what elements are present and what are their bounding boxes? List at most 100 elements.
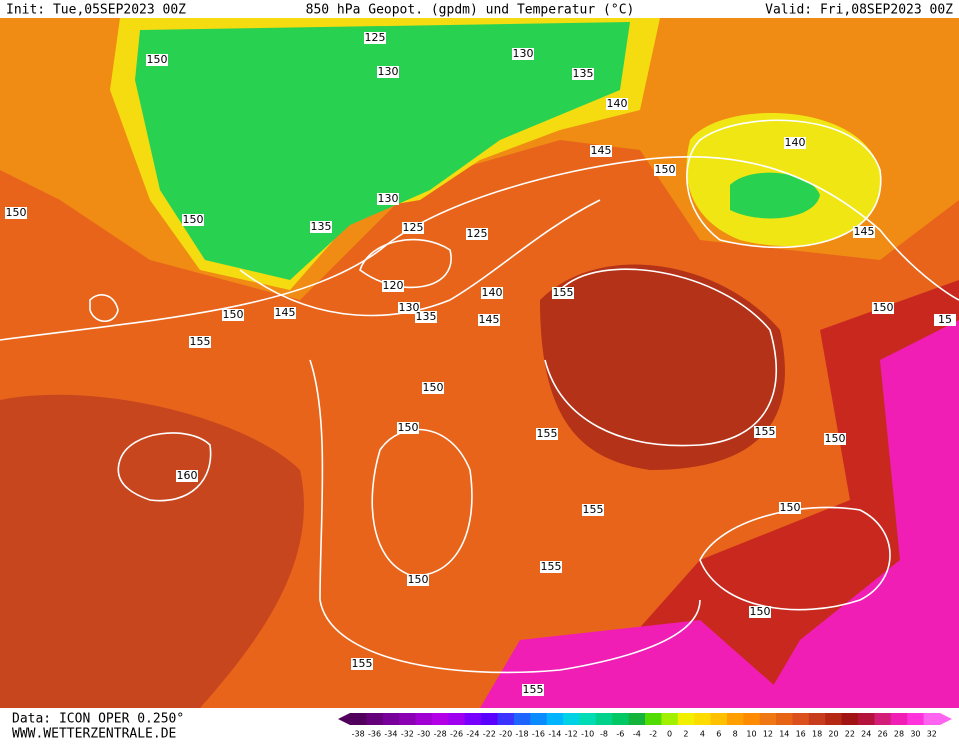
contour-label-box xyxy=(754,426,776,438)
colorbar-swatch xyxy=(726,713,744,725)
colorbar-label: -32 xyxy=(401,730,414,739)
colorbar-label: -18 xyxy=(516,730,529,739)
colorbar-swatch xyxy=(415,713,433,725)
colorbar-swatch xyxy=(497,713,515,725)
colorbar-swatch xyxy=(513,713,531,725)
contour-label-box xyxy=(5,207,27,219)
colorbar-arrow-right xyxy=(940,713,952,725)
contour-label-box xyxy=(522,684,544,696)
contour-label-box xyxy=(784,137,806,149)
contour-label: 155 xyxy=(553,286,574,299)
colorbar-swatch xyxy=(858,713,875,725)
contour-label-box xyxy=(351,658,373,670)
colorbar-label: -38 xyxy=(352,730,365,739)
colorbar-swatch xyxy=(448,713,466,725)
contour-label-box xyxy=(402,222,424,234)
colorbar-label: 24 xyxy=(861,730,871,739)
colorbar-label: -16 xyxy=(532,730,545,739)
contour-label: 150 xyxy=(223,308,244,321)
contour-label-box xyxy=(572,68,594,80)
map: 1251301301351401501451501401451501501351… xyxy=(0,18,959,708)
colorbar-label: -14 xyxy=(548,730,561,739)
green-region xyxy=(135,22,630,280)
colorbar-swatch xyxy=(759,713,777,725)
colorbar-label: -26 xyxy=(450,730,463,739)
map-title: 850 hPa Geopot. (gpdm) und Temperatur (°… xyxy=(306,3,635,18)
colorbar-swatch xyxy=(890,713,908,725)
contour-label-box xyxy=(590,145,612,157)
contour-label-box xyxy=(552,287,574,299)
colorbar-label: -10 xyxy=(581,730,594,739)
contour-label-box xyxy=(407,574,429,586)
colorbar-swatch xyxy=(366,713,384,725)
colorbar-label: -34 xyxy=(384,730,397,739)
colorbar-label: -22 xyxy=(483,730,496,739)
contour-label-box xyxy=(481,287,503,299)
colorbar-swatch xyxy=(710,713,728,725)
magenta-region-south xyxy=(480,620,800,708)
colorbar-swatch xyxy=(595,713,613,725)
contour-label: 150 xyxy=(750,605,771,618)
colorbar-label: -24 xyxy=(466,730,479,739)
contour-label: 135 xyxy=(573,67,594,80)
colorbar-label: -12 xyxy=(565,730,578,739)
colorbar-label: 8 xyxy=(733,730,738,739)
contour-label-box xyxy=(872,302,894,314)
contour-label: 150 xyxy=(825,432,846,445)
colorbar-swatch xyxy=(694,713,712,725)
contour-label: 145 xyxy=(854,225,875,238)
contour xyxy=(0,155,959,341)
colorbar-swatch xyxy=(464,713,482,725)
contour-label-box xyxy=(466,228,488,240)
colorbar-swatch xyxy=(563,713,580,725)
colorbar-label: 18 xyxy=(812,730,822,739)
contour-label-box xyxy=(934,314,956,326)
colorbar-swatch xyxy=(382,713,400,725)
colorbar-swatch xyxy=(677,713,695,725)
colorbar-swatch xyxy=(776,713,793,725)
contour-label: 135 xyxy=(311,220,332,233)
contour-label-box xyxy=(536,428,558,440)
colorbar-label: 20 xyxy=(828,730,838,739)
contour-label: 130 xyxy=(378,65,399,78)
contour-label-box xyxy=(377,193,399,205)
contour-label: 130 xyxy=(399,301,420,314)
contour-label: 145 xyxy=(479,313,500,326)
colorbar-label: 28 xyxy=(894,730,904,739)
colorbar-swatch xyxy=(546,713,564,725)
contour-label-box xyxy=(512,48,534,60)
colorbar-label: 26 xyxy=(878,730,888,739)
colorbar-label: 12 xyxy=(763,730,773,739)
contour-label: 120 xyxy=(383,279,404,292)
colorbar-label: 6 xyxy=(716,730,721,739)
colorbar-label: 2 xyxy=(683,730,688,739)
colorbar-label: 4 xyxy=(700,730,705,739)
colorbar-swatch xyxy=(792,713,810,725)
contour-label-box xyxy=(274,307,296,319)
colorbar-label: -8 xyxy=(600,730,608,739)
contour-label: 140 xyxy=(785,136,806,149)
contour-label: 150 xyxy=(873,301,894,314)
colorbar: -38 -36 -34 -32 -30 -28 -26 -24 -22 -20 -18 -16 -14-… xyxy=(338,713,952,739)
magenta-region xyxy=(760,320,959,708)
colorbar-swatch xyxy=(399,713,417,725)
contour xyxy=(89,294,119,323)
colorbar-swatch xyxy=(481,713,498,725)
init-time: Init: Tue,05SEP2023 00Z xyxy=(6,3,186,18)
contour-label-box xyxy=(398,302,420,314)
contour-label: 150 xyxy=(655,163,676,176)
contour xyxy=(699,506,891,611)
contour-label: 150 xyxy=(408,573,429,586)
green-cell xyxy=(730,172,820,219)
colorbar-swatch xyxy=(907,713,925,725)
colorbar-label: -2 xyxy=(649,730,657,739)
contour-label: 155 xyxy=(755,425,776,438)
website: WWW.WETTERZENTRALE.DE xyxy=(12,727,176,742)
colorbar-swatch xyxy=(874,713,892,725)
contour-label-box xyxy=(853,226,875,238)
colorbar-swatch xyxy=(808,713,826,725)
contour-label: 125 xyxy=(467,227,488,240)
contour-label: 155 xyxy=(541,560,562,573)
contour-label: 125 xyxy=(365,31,386,44)
